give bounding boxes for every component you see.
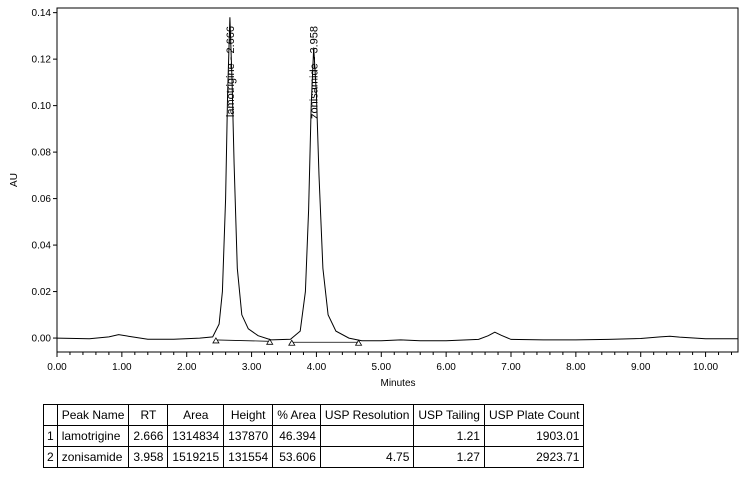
y-tick-label: 0.10 — [32, 101, 52, 112]
x-axis: 0.00 1.00 2.00 3.00 4.00 5.00 6.00 7.00 8.00 9.00… — [47, 352, 733, 373]
y-tick-label: 0.14 — [32, 8, 52, 19]
x-tick-label: 10.00 — [693, 362, 718, 373]
y-tick-label: 0.04 — [32, 241, 52, 252]
peak-label: zonisamide - 3.958 — [309, 26, 321, 119]
x-tick-label: 5.00 — [372, 362, 392, 373]
table-cell: 131554 — [223, 446, 274, 468]
table-cell: 53.606 — [272, 446, 321, 468]
table-cell: 1.27 — [413, 446, 485, 468]
table-cell: lamotrigine — [56, 425, 130, 447]
table-cell: zonisamide — [56, 446, 130, 468]
table-cell: 1903.01 — [483, 425, 585, 447]
baseline-marker — [354, 339, 363, 346]
table-cell: 46.394 — [272, 425, 321, 447]
table-cell: 1519215 — [167, 446, 225, 468]
table-header-cell: USP Plate Count — [483, 404, 585, 426]
table-cell: 4.75 — [319, 446, 415, 468]
table-header-cell: RT — [128, 404, 169, 426]
y-tick-label: 0.08 — [32, 148, 52, 159]
x-tick-label: 4.00 — [307, 362, 327, 373]
x-tick-label: 8.00 — [566, 362, 586, 373]
table-header-cell: USP Resolution — [319, 404, 415, 426]
plot-frame — [56, 7, 739, 353]
x-tick-label: 6.00 — [436, 362, 456, 373]
table-header-cell: Peak Name — [56, 404, 130, 426]
baseline-marker — [288, 339, 296, 346]
x-tick-label: 1.00 — [112, 362, 132, 373]
baseline-marker — [266, 338, 274, 345]
table-row: 2 zonisamide 3.958 1519215 131554 53.606 4.75 1… — [43, 446, 585, 468]
table-cell — [319, 425, 415, 447]
table-header-cell: Area — [167, 404, 225, 426]
y-axis: 0.00 0.02 0.04 0.06 0.08 0.10 0.12 0.14 — [32, 8, 57, 345]
table-cell: 137870 — [223, 425, 274, 447]
x-axis-title: Minutes — [380, 378, 415, 389]
baseline-marker — [212, 337, 220, 344]
x-tick-label: 2.00 — [177, 362, 197, 373]
y-tick-label: 0.06 — [32, 194, 52, 205]
table-cell: 2 — [43, 446, 58, 468]
table-cell: 1 — [43, 425, 58, 447]
table-cell: 1314834 — [167, 425, 225, 447]
y-tick-label: 0.02 — [32, 287, 52, 298]
peak-labels: lamotrigine - 2.666 zonisamide - 3.958 — [225, 26, 321, 119]
table-header-cell — [43, 404, 58, 426]
chromatogram-trace — [56, 17, 738, 342]
integration-baselines — [212, 337, 363, 346]
x-tick-label: 7.00 — [501, 362, 521, 373]
x-tick-label: 9.00 — [631, 362, 651, 373]
table-header-cell: USP Tailing — [413, 404, 485, 426]
table-cell: 1.21 — [413, 425, 485, 447]
peak-label: lamotrigine - 2.666 — [225, 26, 237, 117]
table-cell: 3.958 — [128, 446, 169, 468]
table-cell: 2923.71 — [483, 446, 585, 468]
baseline — [215, 339, 270, 342]
table-header-row: Peak Name RT Area Height% Area USP Resolutio… — [43, 404, 585, 426]
table-row: 1 lamotrigine 2.666 1314834 137870 46.394 1.21… — [43, 425, 585, 447]
y-axis-title: AU — [9, 173, 20, 187]
chromatogram-chart: 0.00 0.02 0.04 0.06 0.08 0.10 0.12 0.14 0.00 1.0… — [9, 7, 739, 389]
y-tick-label: 0.00 — [32, 334, 52, 345]
table-header-cell: % Area — [272, 404, 321, 426]
table-cell: 2.666 — [128, 425, 169, 447]
x-tick-label: 3.00 — [242, 362, 262, 373]
y-tick-label: 0.12 — [32, 55, 52, 66]
peak-results-table: Peak Name RT Area Height% Area USP Resolutio… — [43, 404, 585, 468]
table-header-cell: Height — [223, 404, 274, 426]
x-tick-label: 0.00 — [47, 362, 67, 373]
